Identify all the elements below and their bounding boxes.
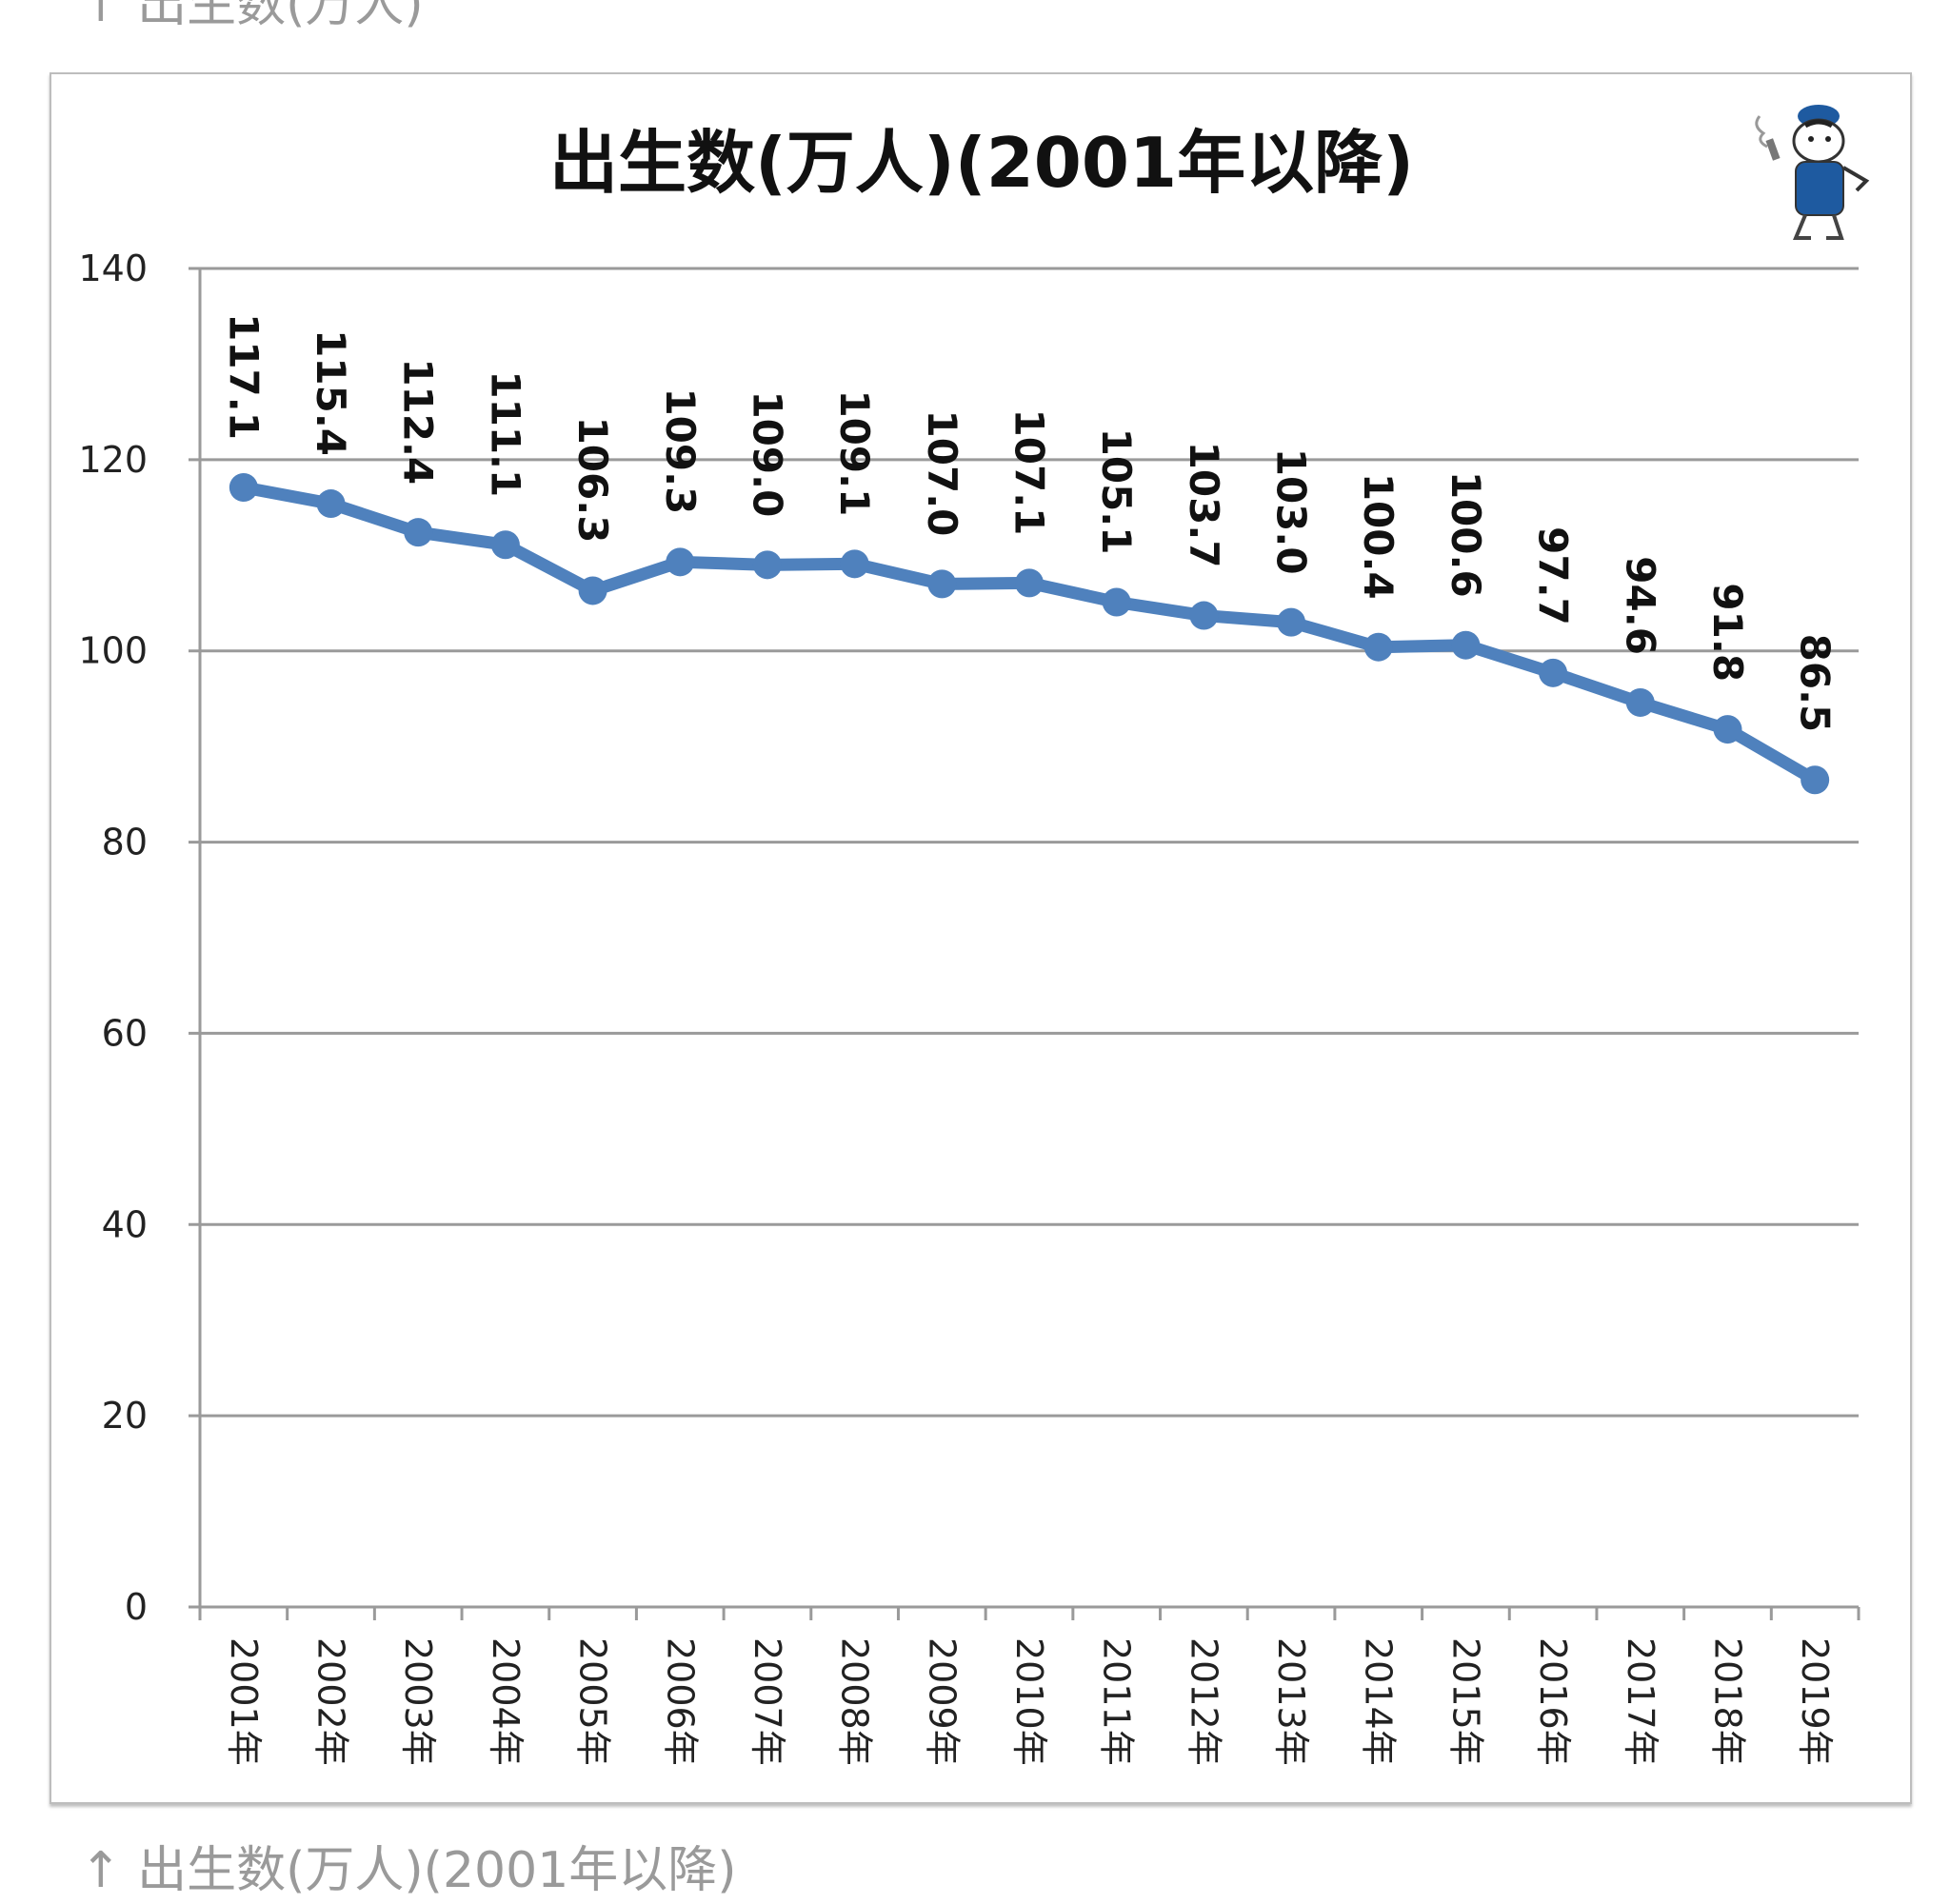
data-point: [927, 569, 957, 599]
x-tick-label: 2011年: [1096, 1637, 1138, 1766]
data-point: [1625, 687, 1655, 717]
y-tick-label: 40: [102, 1203, 148, 1245]
cat-mascot-icon: [1755, 105, 1870, 240]
data-label: 107.1: [1006, 409, 1053, 536]
data-label: 109.0: [744, 390, 790, 517]
caption-top: ↑ 出生数(万人): [80, 0, 424, 33]
y-tick-label: 120: [78, 439, 148, 481]
data-point: [1363, 632, 1393, 662]
x-tick-label: 2009年: [921, 1637, 963, 1766]
y-tick-label: 80: [102, 822, 148, 863]
x-tick-label: 2015年: [1444, 1637, 1486, 1766]
data-point: [1189, 601, 1219, 630]
x-tick-label: 2017年: [1620, 1637, 1661, 1766]
y-tick-label: 100: [78, 630, 148, 672]
caption-bottom: ↑ 出生数(万人)(2001年以降): [80, 1842, 737, 1899]
data-label: 103.7: [1181, 442, 1227, 568]
data-label: 97.7: [1530, 526, 1577, 625]
x-tick-label: 2008年: [834, 1637, 876, 1766]
data-point: [404, 518, 433, 547]
y-tick-label: 140: [78, 248, 148, 289]
data-label: 94.6: [1617, 556, 1663, 655]
data-label: 111.1: [482, 370, 528, 497]
data-label: 112.4: [395, 358, 442, 485]
y-tick-label: 0: [125, 1586, 148, 1628]
x-tick-label: 2001年: [223, 1637, 265, 1766]
data-label: 86.5: [1792, 634, 1839, 733]
x-tick-label: 2006年: [659, 1637, 701, 1766]
data-point: [752, 550, 782, 580]
x-tick-label: 2014年: [1358, 1637, 1400, 1766]
data-label: 117.1: [220, 313, 267, 440]
data-point: [1102, 587, 1131, 617]
x-tick-label: 2012年: [1183, 1637, 1224, 1766]
data-label: 105.1: [1093, 428, 1140, 555]
data-point: [1015, 568, 1044, 598]
data-point: [1539, 658, 1568, 687]
x-tick-label: 2010年: [1008, 1637, 1050, 1766]
y-tick-label: 60: [102, 1012, 148, 1054]
data-point: [666, 547, 695, 577]
data-label: 109.3: [657, 387, 704, 514]
data-point: [1451, 630, 1481, 660]
data-point: [316, 489, 346, 519]
data-point: [1801, 765, 1830, 795]
x-tick-label: 2007年: [746, 1637, 788, 1766]
data-point: [229, 472, 258, 502]
data-point: [578, 576, 607, 605]
data-point: [1713, 715, 1742, 744]
chart-title: 出生数(万人)(2001年以降): [549, 123, 1414, 203]
data-point: [1277, 607, 1306, 637]
data-point: [490, 530, 520, 560]
chart-frame: [50, 72, 1912, 1804]
data-point: [840, 549, 869, 579]
data-label: 109.1: [831, 389, 878, 516]
x-tick-label: 2016年: [1532, 1637, 1574, 1766]
data-label: 107.0: [919, 410, 965, 537]
x-tick-label: 2005年: [572, 1637, 614, 1766]
data-label: 106.3: [569, 417, 616, 544]
data-label: 100.4: [1355, 473, 1402, 600]
x-tick-label: 2018年: [1706, 1637, 1748, 1766]
data-label: 100.6: [1443, 471, 1489, 598]
x-tick-label: 2013年: [1270, 1637, 1312, 1766]
data-label: 115.4: [308, 329, 354, 456]
x-tick-label: 2019年: [1794, 1637, 1836, 1766]
data-label: 103.0: [1268, 448, 1315, 575]
y-tick-label: 20: [102, 1395, 148, 1437]
data-label: 91.8: [1704, 583, 1751, 682]
x-tick-label: 2004年: [485, 1637, 527, 1766]
x-tick-label: 2002年: [310, 1637, 352, 1766]
x-tick-label: 2003年: [397, 1637, 439, 1766]
